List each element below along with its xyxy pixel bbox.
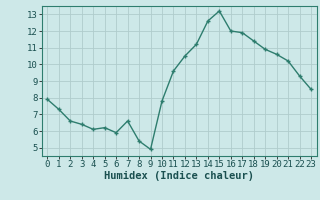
X-axis label: Humidex (Indice chaleur): Humidex (Indice chaleur) — [104, 171, 254, 181]
